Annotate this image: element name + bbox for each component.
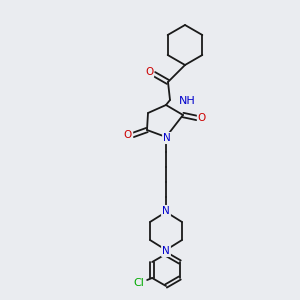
Text: O: O (198, 113, 206, 123)
Text: O: O (124, 130, 132, 140)
Text: N: N (162, 206, 170, 216)
Text: N: N (162, 246, 170, 256)
Text: NH: NH (179, 96, 196, 106)
Text: N: N (163, 133, 171, 143)
Text: O: O (145, 67, 153, 77)
Text: Cl: Cl (134, 278, 145, 288)
